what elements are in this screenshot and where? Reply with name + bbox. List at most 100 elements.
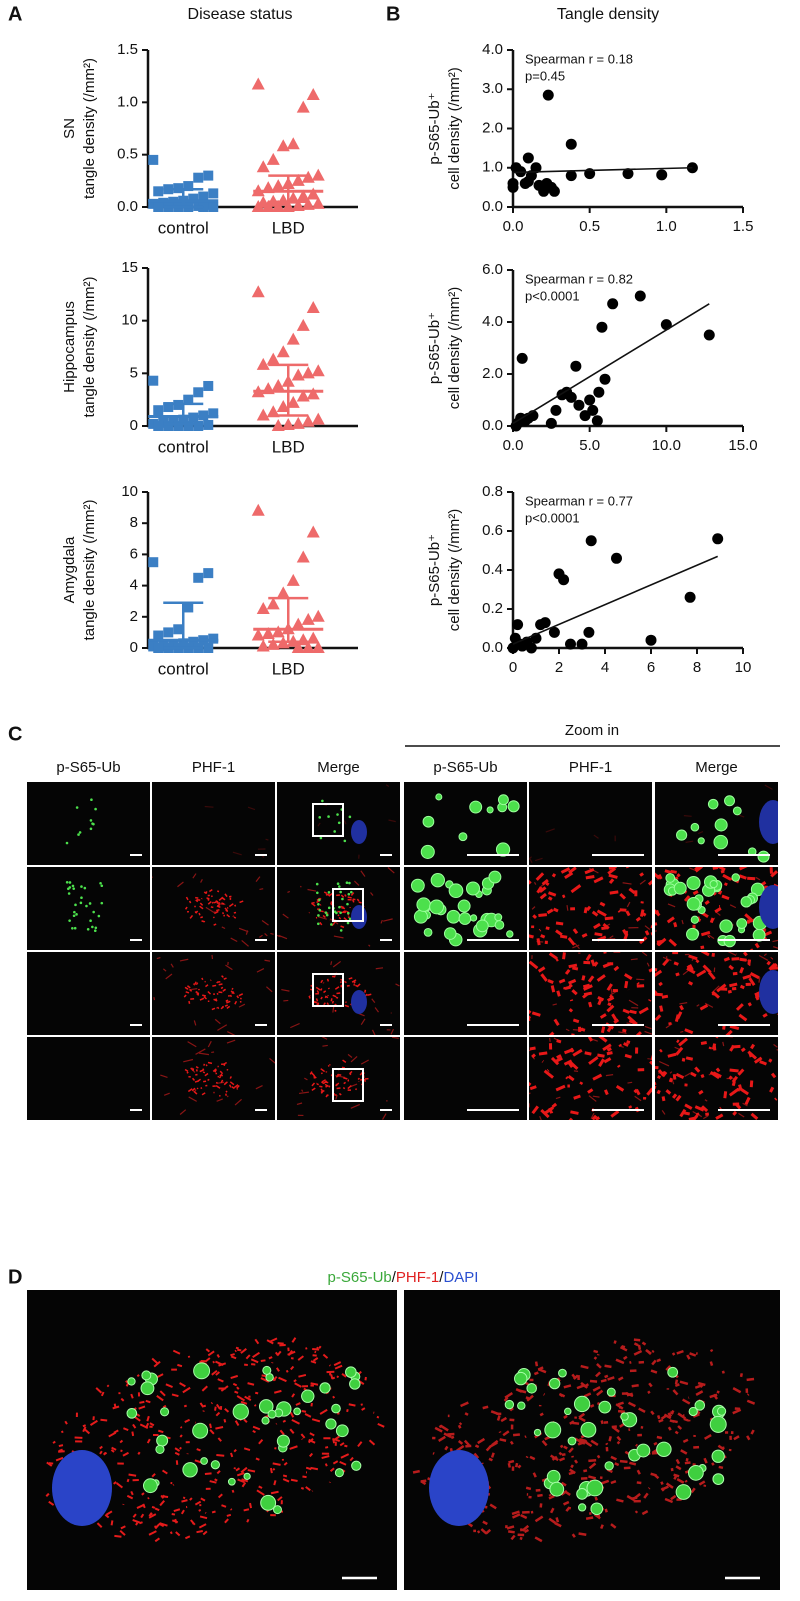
tangle bbox=[138, 1405, 146, 1410]
tangle bbox=[201, 920, 205, 923]
fiber bbox=[170, 963, 174, 968]
fiber bbox=[658, 1060, 670, 1067]
fiber bbox=[225, 964, 233, 971]
fiber bbox=[605, 1074, 614, 1077]
fiber bbox=[566, 905, 569, 911]
tangle bbox=[450, 1435, 455, 1440]
tangle bbox=[603, 1057, 612, 1064]
tangle bbox=[748, 977, 756, 986]
puncta bbox=[667, 1366, 679, 1378]
tangle bbox=[628, 1105, 633, 1109]
tangle bbox=[432, 1452, 435, 1455]
point bbox=[565, 138, 577, 150]
x-tick-label: 6 bbox=[647, 659, 655, 676]
tangle bbox=[680, 1449, 688, 1455]
tangle bbox=[591, 910, 599, 917]
tangle bbox=[313, 1075, 317, 1079]
tangle bbox=[273, 1480, 277, 1486]
puncta bbox=[714, 818, 728, 832]
y-tick-label: 0 bbox=[130, 417, 138, 434]
tangle bbox=[777, 908, 778, 911]
tangle bbox=[744, 1096, 751, 1106]
puncta bbox=[517, 1401, 526, 1410]
tangle bbox=[749, 972, 760, 980]
point bbox=[507, 177, 519, 189]
fiber bbox=[758, 977, 761, 983]
micrograph bbox=[529, 1037, 652, 1120]
y-tick-label: 10 bbox=[121, 312, 138, 329]
tangle bbox=[240, 1400, 248, 1405]
point bbox=[684, 591, 696, 603]
fiber bbox=[667, 903, 676, 908]
fiber bbox=[227, 1030, 236, 1035]
x-tick-label: 15.0 bbox=[728, 437, 757, 454]
fiber bbox=[256, 968, 265, 973]
point bbox=[168, 415, 179, 426]
fiber bbox=[729, 904, 737, 909]
tangle bbox=[225, 999, 229, 1002]
tangle bbox=[307, 1437, 314, 1444]
puncta bbox=[338, 885, 341, 888]
tangle bbox=[277, 1496, 283, 1502]
tangle bbox=[504, 1392, 514, 1399]
fiber bbox=[533, 881, 537, 885]
y-tick-label: 0.2 bbox=[482, 600, 503, 617]
panel-label: B bbox=[386, 3, 400, 25]
tangle bbox=[641, 1510, 649, 1516]
puncta bbox=[576, 1488, 588, 1500]
tangle bbox=[568, 1468, 576, 1475]
x-tick-label: control bbox=[158, 218, 209, 237]
point bbox=[296, 100, 310, 113]
point bbox=[193, 421, 204, 431]
puncta bbox=[347, 911, 350, 915]
y-axis-label: cell density (/mm²) bbox=[446, 67, 463, 190]
tangle bbox=[499, 1438, 507, 1442]
fiber bbox=[628, 999, 639, 1007]
tangle bbox=[603, 1089, 609, 1096]
tangle bbox=[613, 1340, 617, 1344]
tangle bbox=[218, 983, 223, 986]
y-tick-label: 2.0 bbox=[482, 119, 503, 136]
tangle bbox=[587, 975, 595, 983]
tangle bbox=[556, 1054, 562, 1060]
puncta bbox=[446, 909, 461, 924]
tangle bbox=[674, 1383, 680, 1388]
tangle bbox=[340, 905, 345, 909]
point bbox=[296, 550, 310, 563]
tangle bbox=[596, 909, 607, 917]
point bbox=[522, 152, 534, 164]
y-axis-label: p-S65-Ub⁺ bbox=[426, 534, 443, 606]
tangle bbox=[648, 1382, 653, 1388]
tangle bbox=[563, 1048, 574, 1055]
tangle bbox=[266, 1339, 274, 1345]
tangle bbox=[289, 1412, 295, 1418]
tangle bbox=[553, 1056, 563, 1064]
fiber bbox=[332, 1006, 335, 1013]
tangle bbox=[311, 1418, 321, 1423]
tangle bbox=[565, 1075, 569, 1080]
tangle bbox=[529, 1455, 536, 1461]
puncta bbox=[497, 794, 509, 806]
tangle bbox=[593, 1349, 599, 1354]
tangle bbox=[524, 1435, 527, 1439]
x-tick-label: LBD bbox=[272, 218, 305, 237]
fiber bbox=[278, 934, 288, 940]
tangle bbox=[325, 893, 329, 896]
tangle bbox=[311, 901, 315, 904]
fiber bbox=[153, 996, 156, 1001]
point bbox=[593, 386, 605, 398]
puncta bbox=[719, 919, 733, 933]
puncta bbox=[127, 1377, 136, 1386]
tangle bbox=[356, 898, 360, 902]
tangle bbox=[290, 1365, 295, 1371]
tangle bbox=[464, 1412, 469, 1416]
tangle bbox=[725, 1029, 733, 1035]
tangle bbox=[616, 1440, 621, 1445]
tangle bbox=[560, 867, 571, 874]
tangle bbox=[662, 958, 670, 967]
tangle bbox=[607, 1002, 612, 1007]
tangle bbox=[657, 874, 663, 880]
tangle bbox=[145, 1399, 151, 1404]
tangle bbox=[606, 1047, 612, 1052]
x-tick-label: 5.0 bbox=[579, 437, 600, 454]
